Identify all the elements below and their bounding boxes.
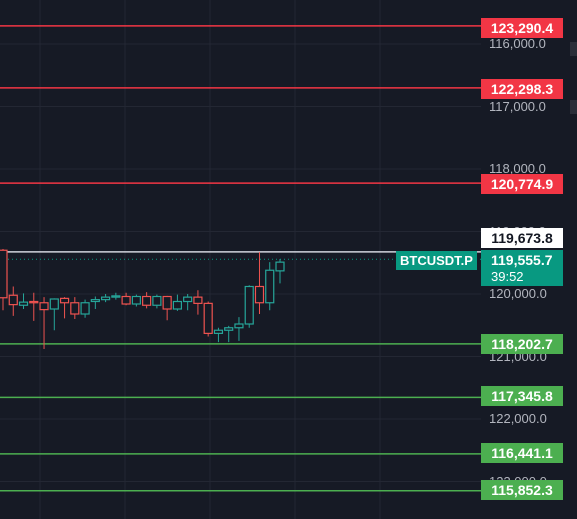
candle-body [0, 249, 8, 299]
price-axis-tick-label: 116,000.0 [489, 36, 546, 51]
last-price-value: 119,555.7 [491, 252, 553, 268]
symbol-label: BTCUSDT.P [396, 251, 477, 270]
candle-body [111, 295, 121, 298]
candle-body [131, 295, 141, 305]
price-axis-tick-label: 122,000.0 [489, 411, 547, 426]
candle-body [275, 261, 285, 272]
price-axis-tick-label: 120,000.0 [489, 286, 547, 301]
support-level-tag: 116,441.1 [481, 443, 563, 463]
candle-body [39, 302, 49, 311]
resistance-level-tag: 120,774.9 [481, 174, 563, 194]
candle-body [49, 298, 59, 310]
candle-body [152, 295, 162, 306]
candle-body [59, 297, 70, 304]
resistance-level-tag: 123,290.4 [481, 18, 563, 38]
candle-body [193, 296, 203, 304]
support-level-tag: 117,345.8 [481, 386, 563, 406]
candle-body [8, 294, 18, 306]
candle-body [203, 302, 213, 334]
candle-body [265, 269, 275, 304]
scrollbar-handle[interactable] [570, 42, 577, 56]
support-level-tag: 115,852.3 [481, 480, 563, 500]
candle-body [90, 299, 100, 303]
candle-body [213, 329, 224, 334]
candle-body [183, 296, 193, 303]
candle-body [172, 300, 183, 310]
candle-body [18, 301, 29, 306]
candle-body [244, 285, 254, 325]
candle-body [234, 323, 244, 329]
candle-body [121, 295, 131, 305]
candle-body [254, 285, 265, 304]
bar-countdown: 39:52 [491, 269, 524, 284]
candle-body [162, 295, 172, 310]
candle-body [29, 300, 39, 304]
candle-body [100, 296, 111, 301]
scrollbar-handle[interactable] [570, 100, 577, 114]
price-axis-tick-label: 117,000.0 [489, 98, 546, 114]
price-axis-tick-label: 118,000.0 [489, 161, 546, 176]
candle-body [80, 302, 90, 315]
resistance-level-tag: 122,298.3 [481, 79, 563, 99]
candle-body [142, 295, 152, 306]
current-level-tag: 119,673.8 [481, 228, 563, 248]
candle-body [70, 302, 80, 315]
last-price-badge: 119,555.7 39:52 [481, 250, 563, 286]
candle-body [224, 327, 234, 331]
support-level-tag: 118,202.7 [481, 334, 563, 354]
